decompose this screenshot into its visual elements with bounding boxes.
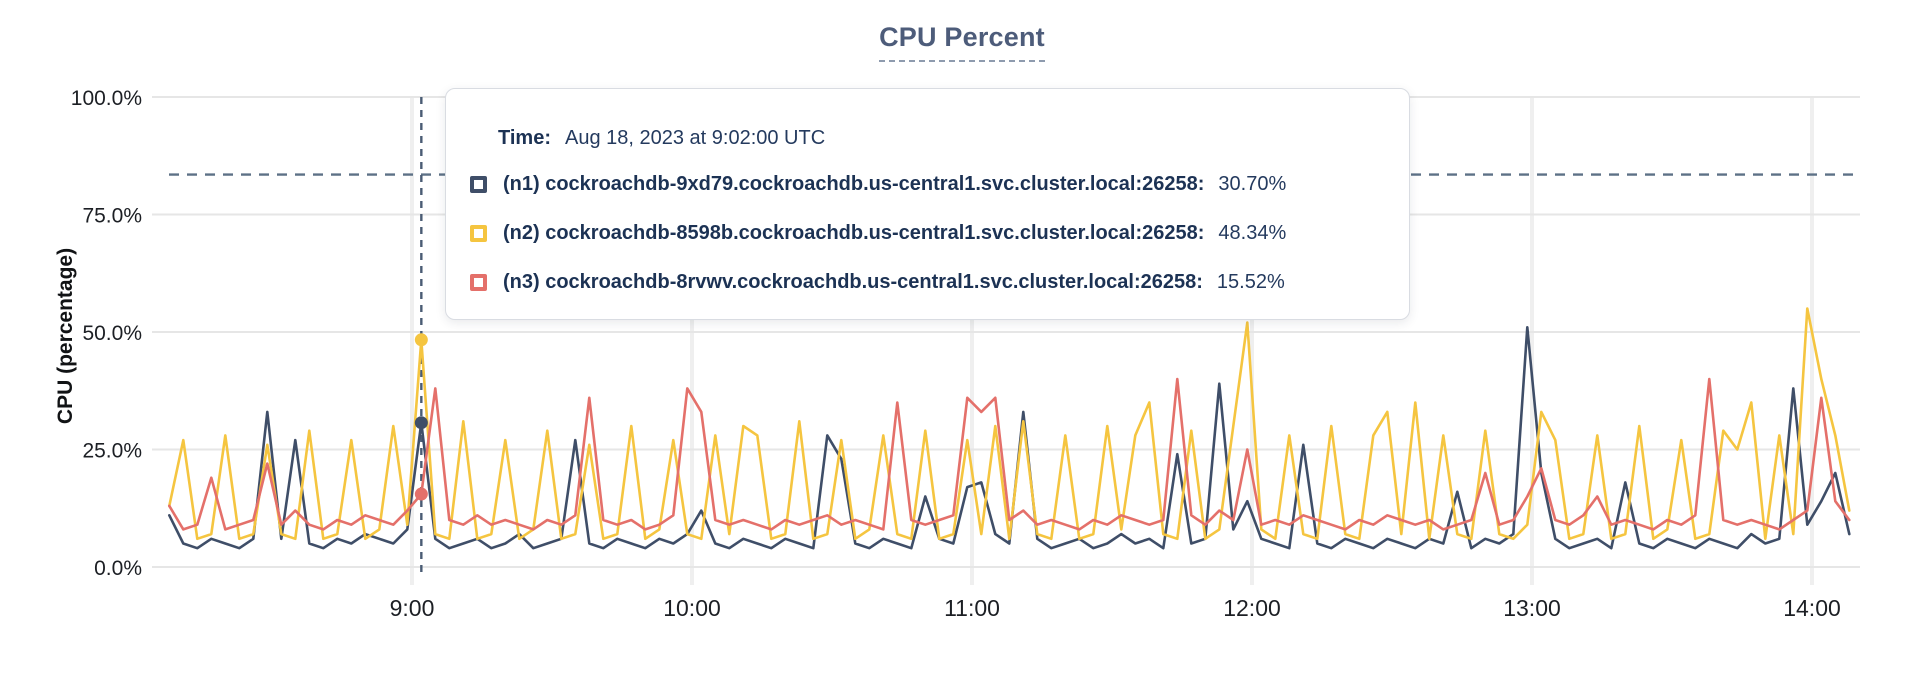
tooltip-n3-label: (n3) cockroachdb-8rvwv.cockroachdb.us-ce… xyxy=(503,270,1203,293)
tooltip-n2-label: (n2) cockroachdb-8598b.cockroachdb.us-ce… xyxy=(503,221,1205,244)
n1-series-swatch-icon xyxy=(470,175,487,193)
chart-hover-tooltip: Time: Aug 18, 2023 at 9:02:00 UTC (n1) co… xyxy=(445,88,1410,320)
series-line-n1 xyxy=(168,325,1851,550)
series-line-n3 xyxy=(168,377,1851,531)
chart-title-wrap: CPU Percent xyxy=(0,22,1924,62)
x-tick-label: 13:00 xyxy=(1503,595,1561,621)
y-tick-label: 100.0% xyxy=(71,87,142,110)
x-tick-label: 10:00 xyxy=(663,595,721,621)
tooltip-series-row-n1: (n1) cockroachdb-9xd79.cockroachdb.us-ce… xyxy=(470,171,1385,197)
n2-series-swatch-icon xyxy=(470,224,487,242)
marker-dot-n2 xyxy=(414,333,428,347)
tooltip-time-row: Time: Aug 18, 2023 at 9:02:00 UTC xyxy=(498,125,1385,151)
y-tick-label: 0.0% xyxy=(94,557,142,580)
x-tick-label: 14:00 xyxy=(1783,595,1841,621)
tooltip-n3-value: 15.52% xyxy=(1216,270,1285,293)
tooltip-time-value: Aug 18, 2023 at 9:02:00 UTC xyxy=(564,127,826,149)
x-tick-label: 9:00 xyxy=(390,595,435,621)
tooltip-series-row-n3: (n3) cockroachdb-8rvwv.cockroachdb.us-ce… xyxy=(470,269,1385,295)
tooltip-time-label: Time: xyxy=(498,127,551,149)
y-tick-label: 50.0% xyxy=(82,322,142,345)
chart-title[interactable]: CPU Percent xyxy=(879,22,1045,62)
series-line-n2 xyxy=(168,307,1851,541)
x-tick-label: 11:00 xyxy=(944,595,1000,621)
tooltip-n2-value: 48.34% xyxy=(1218,221,1287,244)
tooltip-series-row-n2: (n2) cockroachdb-8598b.cockroachdb.us-ce… xyxy=(470,220,1385,246)
n3-series-swatch-icon xyxy=(470,273,487,291)
x-tick-label: 12:00 xyxy=(1223,595,1281,621)
y-axis-title: CPU (percentage) xyxy=(54,248,77,424)
marker-dot-n1 xyxy=(414,416,428,430)
y-tick-label: 75.0% xyxy=(82,205,142,228)
marker-dot-n3 xyxy=(414,487,428,501)
tooltip-n1-label: (n1) cockroachdb-9xd79.cockroachdb.us-ce… xyxy=(503,172,1205,195)
tooltip-n1-value: 30.70% xyxy=(1218,172,1287,195)
y-tick-label: 25.0% xyxy=(82,440,142,463)
